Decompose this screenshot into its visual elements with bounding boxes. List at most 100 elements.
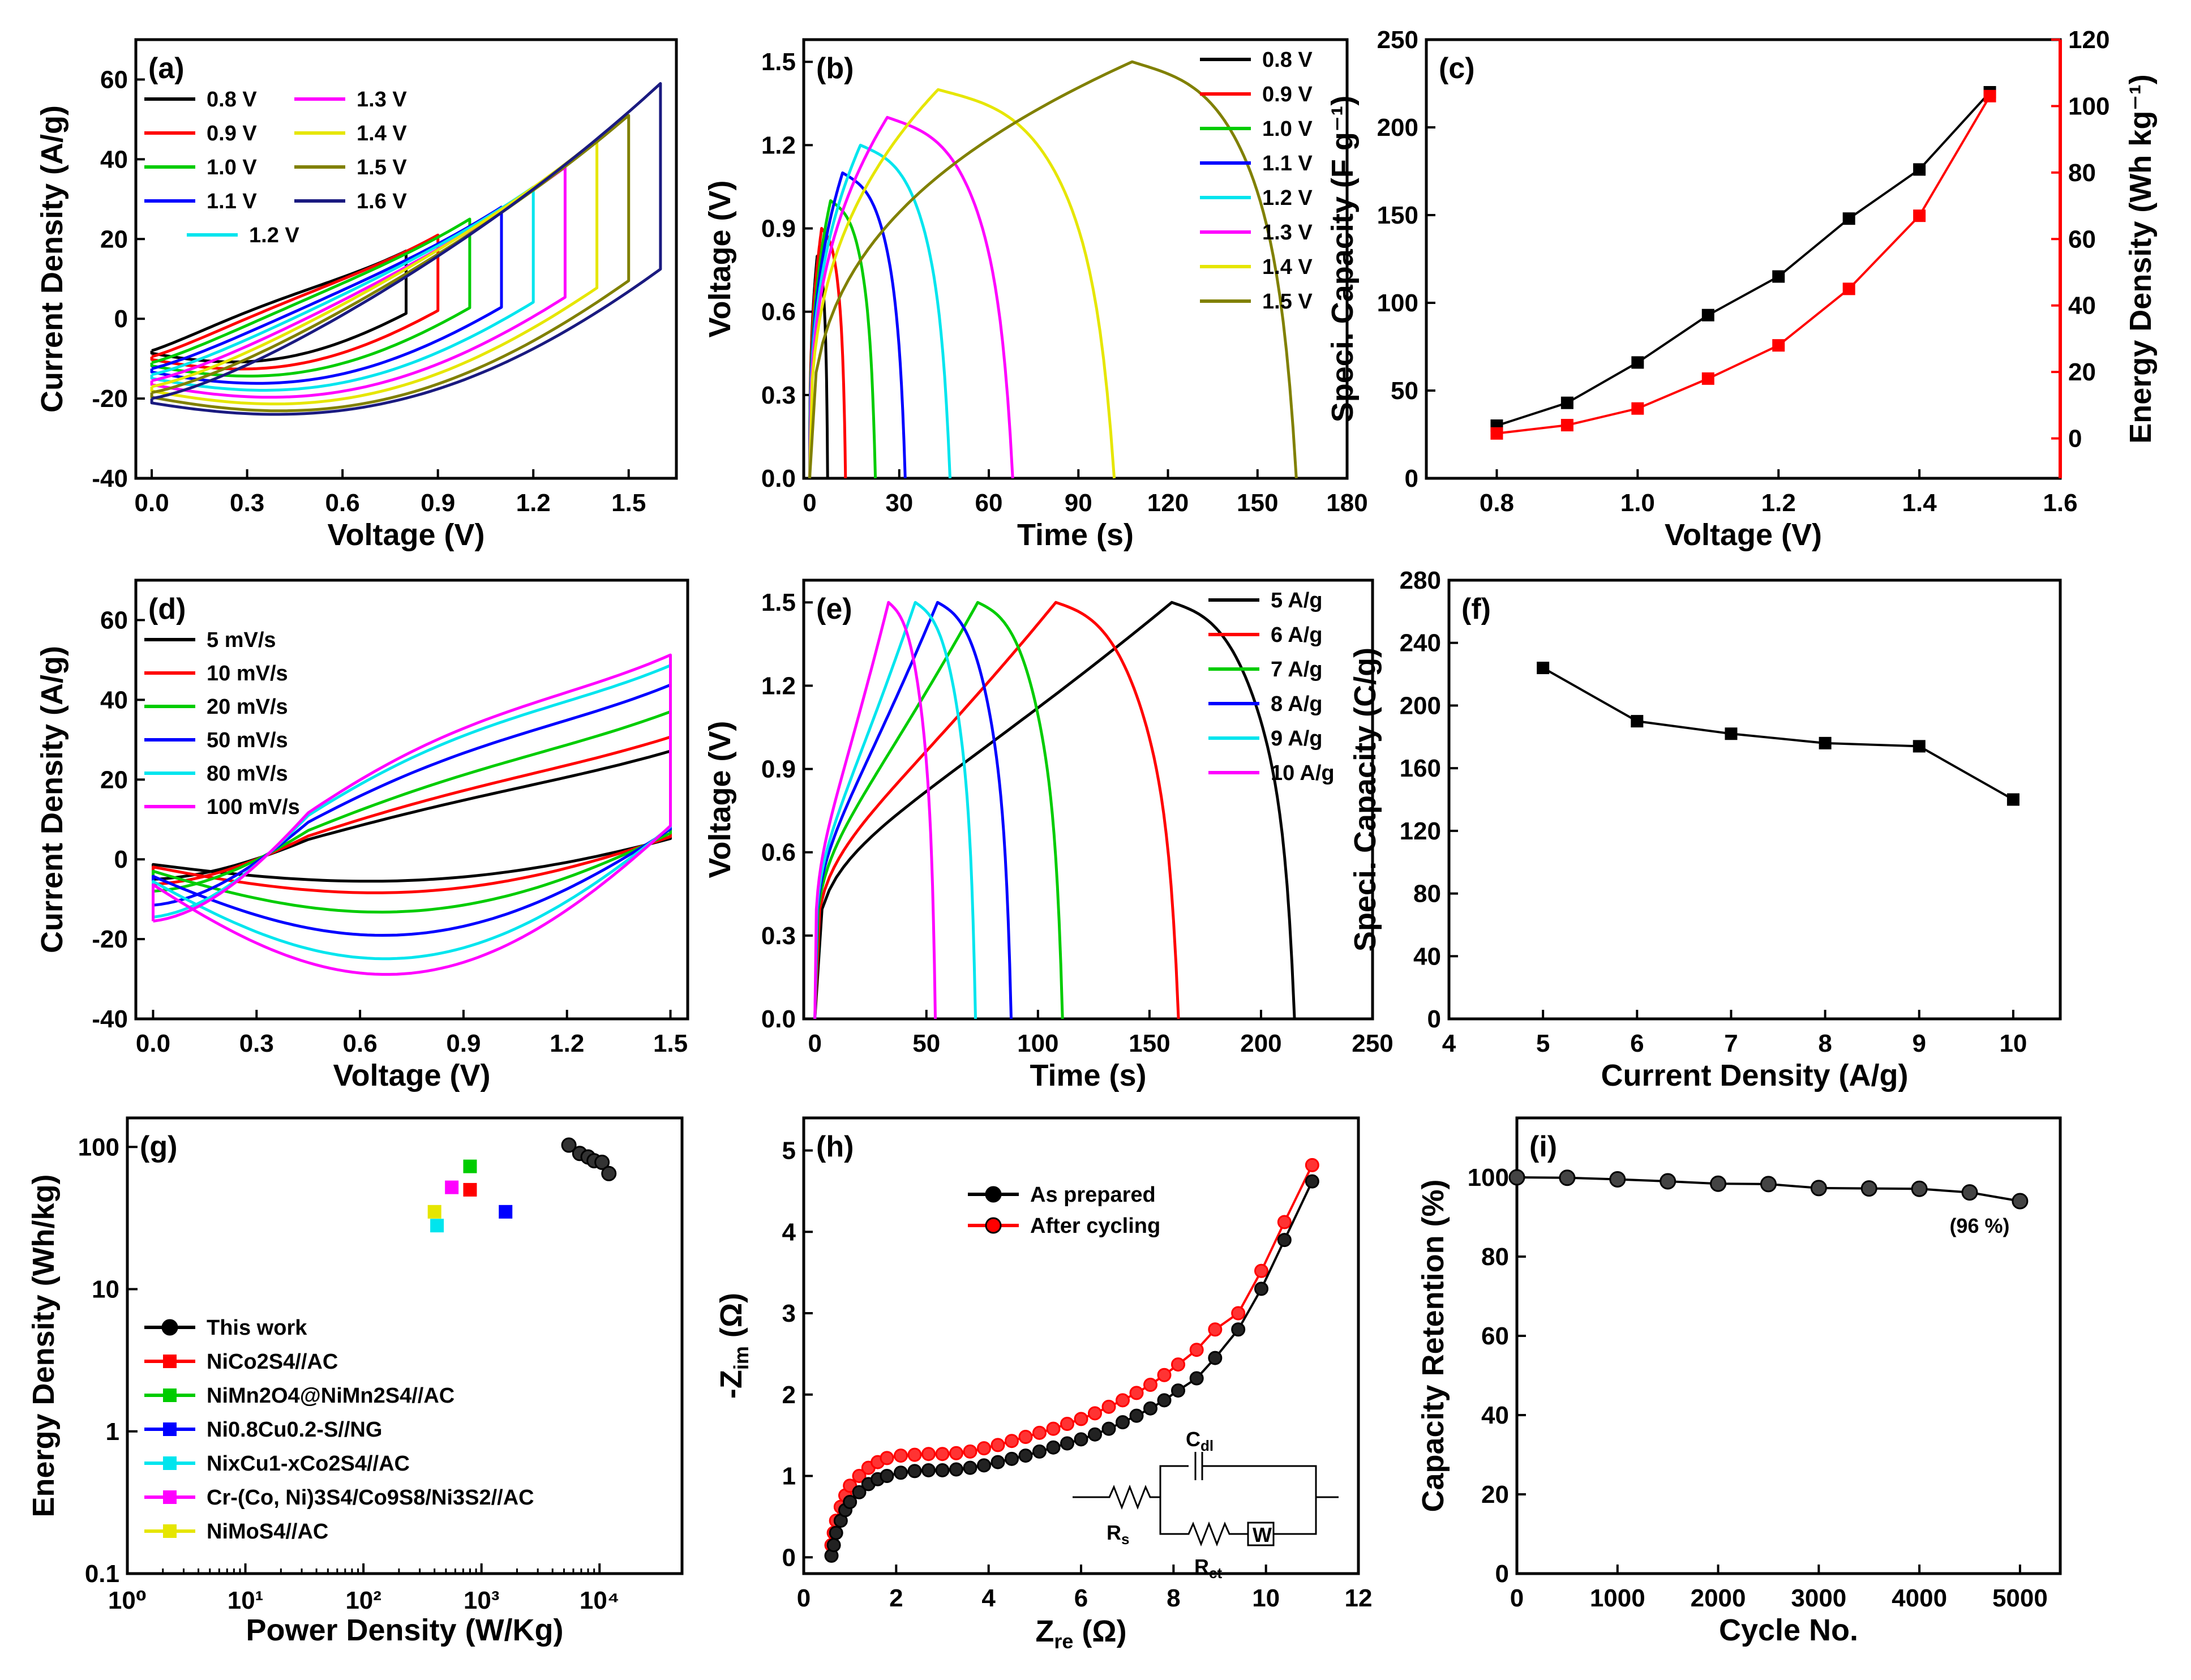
data-point <box>1032 1444 1047 1459</box>
legend-label: 20 mV/s <box>207 695 288 719</box>
plot-frame-d <box>134 578 689 1021</box>
cv-series-3 <box>152 710 672 914</box>
y-tick-label: 0 <box>1405 465 1418 492</box>
x-tick-label: 0.6 <box>325 489 360 517</box>
x-tick-label: 10³ <box>464 1587 500 1614</box>
data-point <box>1961 1184 1978 1201</box>
data-point <box>1208 1322 1223 1337</box>
y-tick-label: 40 <box>1413 942 1441 970</box>
y2-tick-label: 20 <box>2068 358 2096 386</box>
data-point <box>1060 1417 1074 1431</box>
y-axis-label: Voltage (V) <box>703 180 737 337</box>
legend-label: This work <box>207 1316 307 1340</box>
y-tick-label: 1 <box>782 1463 796 1490</box>
y-tick-label: 1.2 <box>761 131 796 159</box>
legend-label: NiMoS4//AC <box>207 1520 328 1544</box>
gcd-series-6 <box>808 115 1014 479</box>
y-tick-label: 0.0 <box>761 1005 796 1033</box>
series-energy <box>1497 95 1991 435</box>
y-tick-label: 0 <box>782 1544 796 1571</box>
data-point <box>1911 1180 1928 1197</box>
y-tick-label: 120 <box>1400 817 1441 845</box>
data-point <box>1101 1399 1116 1414</box>
x-tick-label: 0.8 <box>1480 489 1514 517</box>
data-point <box>826 1538 841 1553</box>
data-point <box>921 1463 936 1477</box>
data-point <box>1559 1169 1576 1186</box>
plot-frame-f <box>1447 578 2062 1021</box>
x-tick-label: 0 <box>808 1030 821 1057</box>
y-tick-label: 20 <box>1481 1481 1509 1508</box>
x-tick-label: 8 <box>1167 1584 1180 1612</box>
y-axis-label: Speci. Capacity (F g⁻¹) <box>1326 96 1360 423</box>
plot-frame-e <box>802 578 1374 1021</box>
x-tick-label: 100 <box>1017 1030 1058 1057</box>
cv-series-1 <box>152 749 672 883</box>
legend-marker <box>985 1217 1002 1234</box>
data-point <box>1701 372 1714 385</box>
x-tick-label: 1000 <box>1590 1584 1645 1612</box>
data-point <box>1609 1171 1626 1188</box>
x-tick-label: 0 <box>797 1584 811 1612</box>
y2-tick-label: 100 <box>2068 92 2109 120</box>
y-tick-label: 0.9 <box>761 756 796 783</box>
y-tick-label: 0.1 <box>85 1560 119 1588</box>
panel-g: Power Density (W/Kg) Energy Density (Wh/k… <box>27 1116 684 1647</box>
y-axis-label: Voltage (V) <box>703 721 737 878</box>
x-tick-label: 3000 <box>1791 1584 1846 1612</box>
y-tick-label: 150 <box>1377 202 1418 229</box>
series-capacity <box>1542 667 2014 801</box>
panel-a: 0.0 0.3 0.6 0.9 1.2 1.5 -40 -20 0 20 40 60 Voltage (… <box>35 38 678 552</box>
panel-label: (i) <box>1529 1130 1557 1163</box>
panel-label: (a) <box>148 52 185 85</box>
y-tick-label: 1.5 <box>761 48 796 76</box>
data-point <box>1088 1427 1102 1442</box>
legend-marker <box>163 1490 177 1504</box>
data-point <box>1171 1383 1185 1398</box>
cv-series-4 <box>152 683 672 937</box>
x-tick-label: 0.9 <box>421 489 455 517</box>
data-point <box>1157 1368 1172 1382</box>
legend-label: 80 mV/s <box>207 762 288 786</box>
cv-series-1 <box>150 249 408 363</box>
legend-label: 0.8 V <box>1262 48 1313 72</box>
y-tick-label: 280 <box>1400 567 1441 594</box>
data-point <box>1913 209 1926 222</box>
x-tick-label: 150 <box>1237 489 1278 517</box>
x-tick-label: 10² <box>345 1587 381 1614</box>
y-tick-label: 200 <box>1377 114 1418 142</box>
data-point <box>1631 356 1644 369</box>
panel-b: 0 30 60 90 120 150 180 0.0 0.3 0.6 0.9 1.2 1.5 Time (… <box>703 38 1368 552</box>
data-point <box>1116 1415 1130 1430</box>
y-tick-label: 0.3 <box>761 382 796 409</box>
legend-label: 1.2 V <box>1262 186 1313 210</box>
legend-label: 100 mV/s <box>207 795 300 819</box>
x-tick-label: 0 <box>1510 1584 1524 1612</box>
panel-f: 4 5 6 7 8 9 10 0 40 80 120 160 200 240 280 Current Dens… <box>1348 567 2062 1092</box>
data-point <box>1157 1393 1172 1408</box>
cv-series-5 <box>150 186 535 392</box>
cv-series-3 <box>150 217 471 378</box>
legend-label: 9 A/g <box>1271 727 1323 751</box>
data-point <box>1189 1371 1204 1386</box>
data-point <box>1060 1436 1074 1451</box>
x-axis-label: Power Density (W/Kg) <box>246 1613 563 1647</box>
x-tick-label: 6 <box>1630 1030 1644 1057</box>
y-tick-label: 50 <box>1391 377 1418 405</box>
x-tick-label: 10 <box>1999 1030 2027 1057</box>
x-tick-label: 60 <box>975 489 1003 517</box>
x-tick-label: 1.5 <box>653 1030 688 1057</box>
data-point <box>1490 427 1503 440</box>
y-tick-label: 80 <box>1481 1243 1509 1271</box>
legend-marker <box>163 1456 177 1470</box>
data-point <box>1101 1421 1116 1436</box>
data-point <box>1088 1406 1102 1421</box>
data-point <box>1005 1434 1019 1448</box>
plot-frame-g <box>126 1116 684 1575</box>
y-tick-label: 0.9 <box>761 215 796 243</box>
y-tick-label: 20 <box>100 225 128 253</box>
data-point <box>1772 270 1785 283</box>
x-tick-label: 1.2 <box>550 1030 584 1057</box>
legend-label: 1.5 V <box>357 156 407 179</box>
